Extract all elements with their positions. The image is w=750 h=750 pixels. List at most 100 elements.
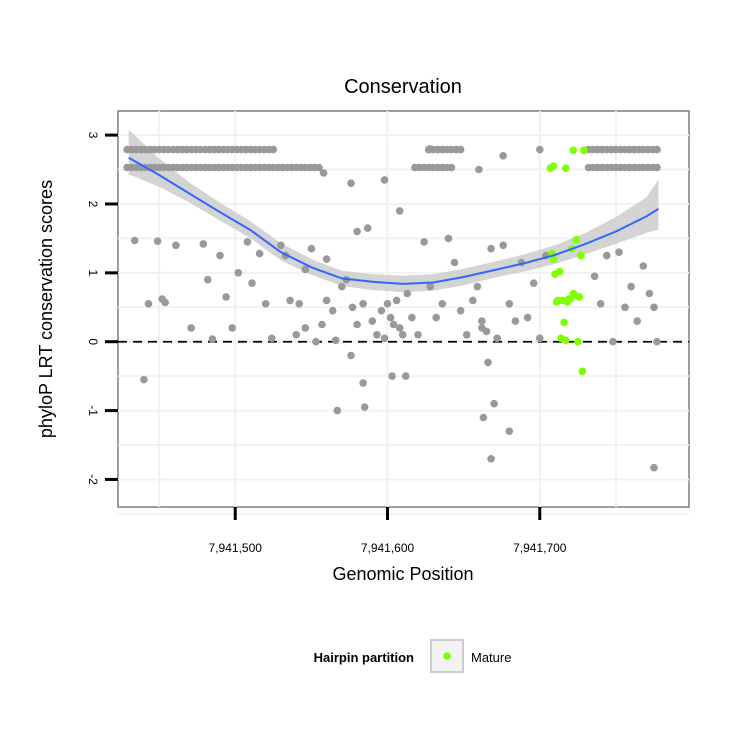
data-point	[456, 306, 465, 315]
data-point	[359, 379, 367, 387]
data-point-mature	[578, 367, 587, 376]
data-point	[187, 324, 195, 332]
data-point	[462, 331, 471, 339]
data-point	[222, 293, 230, 301]
y-tick-label: 0	[86, 338, 100, 345]
data-point	[363, 224, 372, 232]
legend-key-mature	[443, 652, 451, 660]
data-point	[216, 251, 224, 260]
data-point-mature	[574, 337, 582, 346]
data-point	[331, 336, 340, 345]
data-point-mature	[571, 291, 579, 299]
data-point-mature	[580, 146, 588, 155]
data-point	[590, 272, 599, 281]
data-point	[403, 289, 412, 298]
y-tick-label: 1	[86, 269, 100, 276]
y-tick-label: 2	[86, 201, 100, 208]
data-point	[268, 334, 276, 343]
data-point	[408, 313, 416, 322]
chart-title: Conservation	[344, 76, 462, 98]
data-point	[478, 324, 486, 332]
data-point	[653, 163, 661, 172]
y-tick-label: -2	[86, 474, 100, 485]
data-point	[261, 300, 270, 308]
legend: Hairpin partition Mature	[314, 639, 511, 673]
data-point	[172, 241, 180, 250]
data-point	[456, 145, 465, 154]
data-point	[450, 258, 459, 267]
data-point-mature	[558, 296, 567, 305]
data-point	[228, 324, 236, 332]
data-point	[426, 282, 434, 291]
data-point	[301, 324, 310, 332]
data-point	[627, 282, 635, 291]
data-point	[511, 317, 520, 325]
data-point	[414, 331, 422, 339]
data-point-mature	[564, 295, 573, 303]
data-point	[333, 406, 342, 415]
data-point	[653, 145, 661, 154]
data-point	[473, 282, 482, 291]
data-point	[353, 227, 361, 236]
data-point	[484, 358, 492, 367]
data-point-mature	[555, 267, 564, 276]
data-point	[402, 372, 410, 380]
x-tick-label: 7,941,500	[209, 541, 263, 555]
data-point	[398, 331, 407, 339]
data-point	[395, 324, 404, 332]
data-point	[645, 289, 654, 298]
data-point	[432, 313, 441, 322]
data-point	[234, 269, 243, 277]
data-point	[653, 337, 661, 346]
data-point	[389, 320, 398, 329]
data-point-mature	[577, 251, 585, 260]
y-axis-label: phyloP LRT conservation scores	[36, 180, 56, 438]
data-point	[328, 306, 337, 315]
x-tick-label: 7,941,600	[361, 541, 415, 555]
data-point	[650, 463, 658, 472]
data-point	[479, 413, 488, 422]
data-point	[312, 337, 320, 346]
data-point	[347, 179, 355, 188]
points-layer	[123, 145, 661, 472]
axes: 7,941,500 7,941,600 7,941,700 -2 -1 0 1 2 3	[86, 132, 567, 555]
data-point	[319, 169, 328, 177]
data-point	[420, 238, 428, 246]
data-point	[255, 249, 264, 258]
data-point	[490, 399, 498, 408]
data-point	[347, 351, 355, 360]
data-point	[609, 337, 617, 346]
data-point-mature	[549, 162, 558, 170]
data-point	[380, 176, 389, 184]
data-point	[639, 262, 648, 270]
data-point	[386, 313, 395, 322]
y-tick-label: 3	[86, 132, 100, 139]
data-point	[475, 165, 483, 174]
data-point	[499, 152, 508, 160]
data-point	[307, 244, 316, 253]
data-point	[315, 163, 323, 172]
data-point	[144, 300, 153, 308]
data-point	[199, 240, 208, 248]
data-point	[392, 296, 401, 305]
data-point	[286, 296, 294, 305]
data-point	[505, 300, 514, 308]
legend-title: Hairpin partition	[314, 650, 414, 665]
data-point	[277, 241, 285, 250]
data-point	[353, 320, 361, 329]
data-point	[505, 427, 514, 436]
data-point	[444, 234, 453, 243]
data-point-mature	[569, 146, 578, 155]
data-point	[596, 300, 605, 308]
data-point	[377, 306, 386, 315]
data-point	[359, 300, 367, 308]
data-point	[633, 317, 641, 325]
data-point	[487, 455, 495, 463]
data-point	[153, 237, 162, 245]
data-point	[469, 296, 477, 305]
data-point	[243, 238, 252, 246]
data-point	[493, 334, 501, 343]
data-point-mature	[560, 318, 568, 327]
data-point	[380, 334, 389, 343]
smooth-line	[128, 156, 660, 285]
